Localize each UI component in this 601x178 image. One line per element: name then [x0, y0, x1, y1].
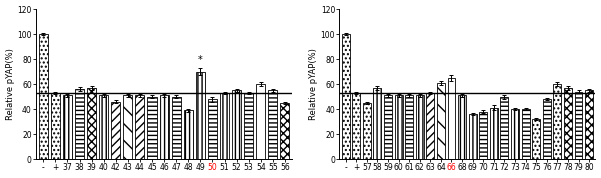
Bar	[123, 95, 132, 159]
Bar	[384, 95, 392, 159]
Bar	[448, 78, 456, 159]
Bar	[522, 109, 529, 159]
Bar	[135, 95, 144, 159]
Bar	[63, 95, 72, 159]
Bar	[147, 97, 156, 159]
Bar	[437, 83, 445, 159]
Bar	[256, 84, 265, 159]
Bar	[87, 88, 96, 159]
Bar	[111, 102, 120, 159]
Bar	[501, 97, 508, 159]
Text: *: *	[198, 55, 203, 65]
Y-axis label: Relative pYAP(%): Relative pYAP(%)	[5, 48, 14, 120]
Bar	[479, 112, 487, 159]
Bar	[532, 119, 540, 159]
Bar	[395, 95, 403, 159]
Bar	[564, 88, 572, 159]
Bar	[511, 109, 519, 159]
Bar	[373, 88, 382, 159]
Bar	[352, 93, 360, 159]
Bar	[268, 90, 278, 159]
Bar	[575, 92, 582, 159]
Bar	[469, 114, 477, 159]
Bar	[38, 34, 48, 159]
Bar	[172, 97, 181, 159]
Bar	[543, 99, 551, 159]
Bar	[416, 95, 424, 159]
Bar	[244, 93, 253, 159]
Bar	[196, 72, 205, 159]
Y-axis label: Relative pYAP(%): Relative pYAP(%)	[309, 48, 318, 120]
Bar	[281, 103, 290, 159]
Bar	[159, 95, 169, 159]
Bar	[490, 108, 498, 159]
Bar	[232, 90, 241, 159]
Bar	[363, 103, 371, 159]
Bar	[220, 93, 229, 159]
Bar	[341, 34, 350, 159]
Bar	[458, 95, 466, 159]
Bar	[554, 84, 561, 159]
Bar	[75, 89, 84, 159]
Bar	[585, 90, 593, 159]
Bar	[405, 95, 413, 159]
Bar	[99, 95, 108, 159]
Bar	[51, 93, 60, 159]
Bar	[208, 99, 217, 159]
Bar	[426, 93, 435, 159]
Bar	[184, 111, 193, 159]
